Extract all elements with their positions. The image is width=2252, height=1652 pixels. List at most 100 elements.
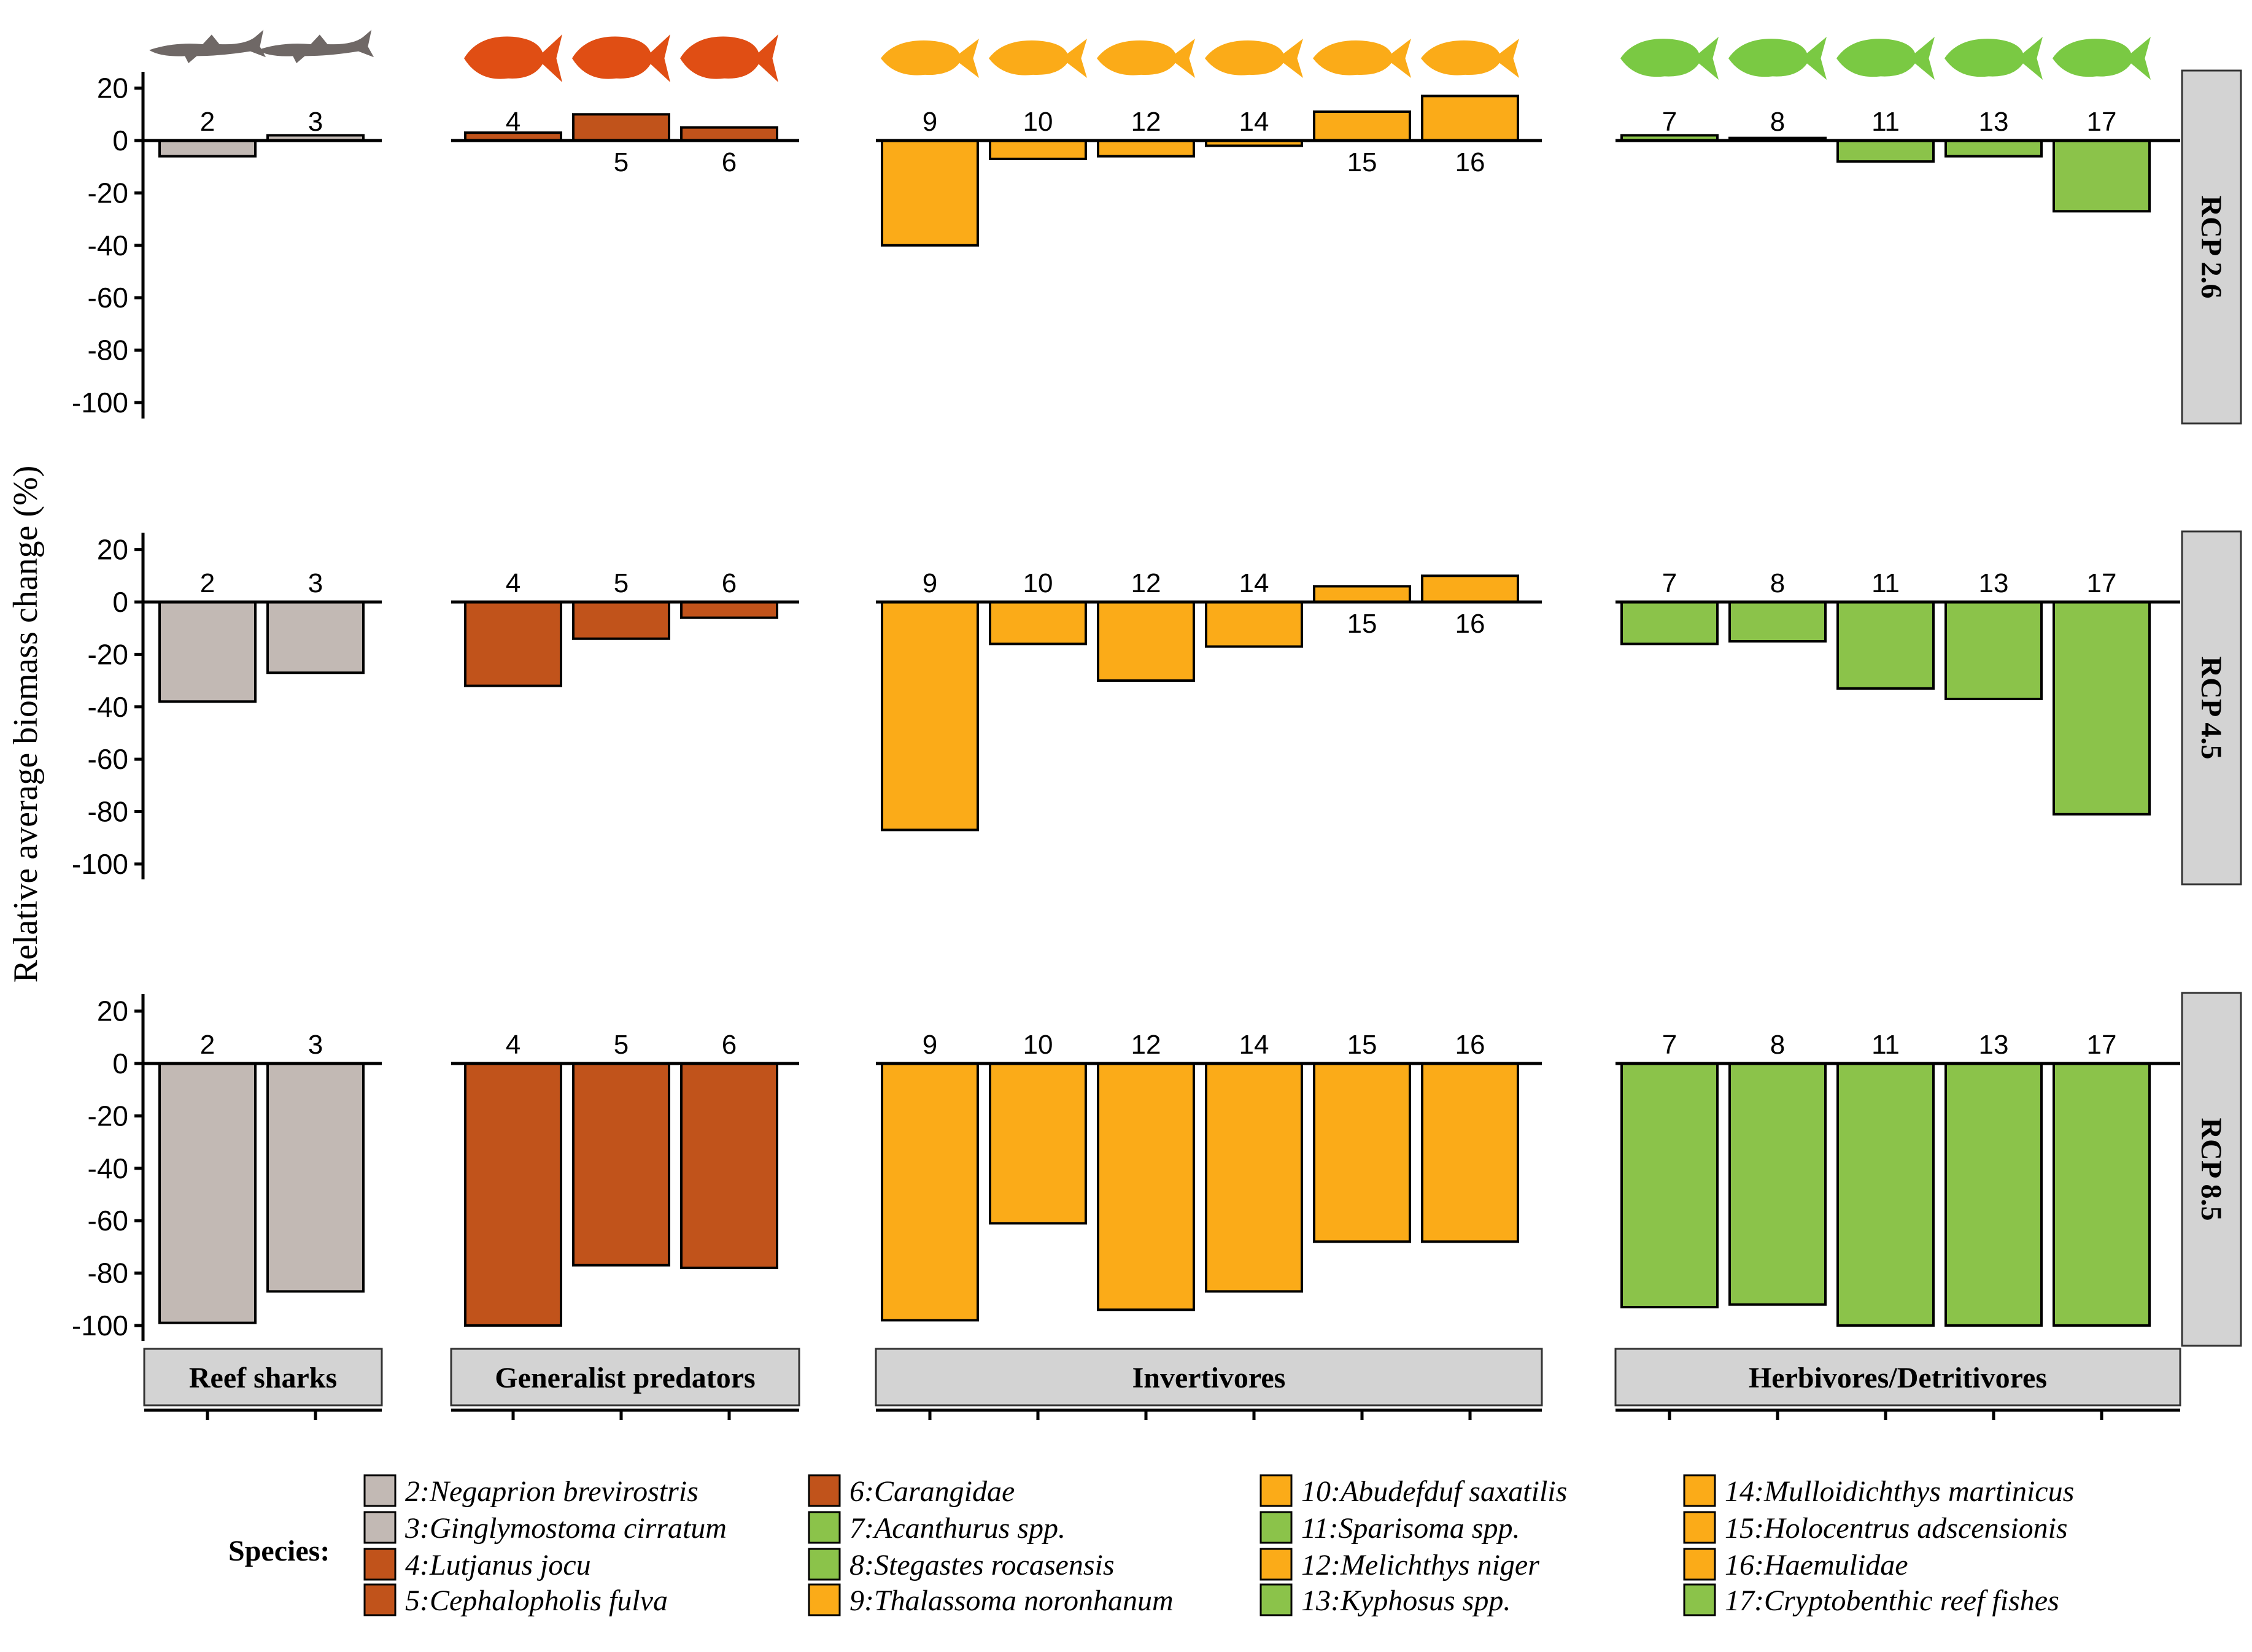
bar-label-species-7: 7 — [1662, 107, 1677, 137]
invertivore-fish-silhouette-icon — [1097, 39, 1195, 78]
legend-entry-label: 16:Haemulidae — [1725, 1549, 1908, 1581]
bar-species-16 — [1421, 1062, 1519, 1243]
bar-label-species-10: 10 — [1023, 1030, 1053, 1060]
y-tick-label: -40 — [88, 691, 128, 723]
bar-label-species-2: 2 — [200, 1030, 215, 1060]
legend-swatch — [1683, 1548, 1716, 1581]
shark-silhouette-icon — [149, 29, 266, 63]
legend-swatch — [808, 1511, 841, 1544]
bar-label-species-6: 6 — [722, 1030, 737, 1060]
facet-strip — [2181, 530, 2242, 886]
bar-label-species-5: 5 — [614, 147, 629, 177]
y-tick-label: -100 — [72, 1310, 128, 1341]
y-tick-label: -20 — [88, 177, 128, 209]
y-tick-label: -20 — [88, 1100, 128, 1132]
legend-entry-label: 8:Stegastes rocasensis — [849, 1549, 1115, 1581]
legend-entry-label: 2:Negaprion brevirostris — [405, 1475, 698, 1508]
bar-label-species-14: 14 — [1239, 107, 1269, 137]
y-tick-label: 20 — [97, 534, 128, 566]
bar-label-species-17: 17 — [2087, 107, 2117, 137]
bar-label-species-5: 5 — [614, 568, 629, 598]
group-strip-label: Reef sharks — [189, 1362, 337, 1394]
bar-label-species-11: 11 — [1871, 107, 1900, 137]
bar-label-species-11: 11 — [1871, 1030, 1900, 1060]
y-tick-label: -60 — [88, 1205, 128, 1237]
herbivore-fish-silhouette-icon — [1944, 37, 2043, 80]
y-tick-label: -80 — [88, 334, 128, 366]
bar-label-species-3: 3 — [308, 107, 323, 137]
bar-species-4 — [464, 601, 562, 687]
facet-strip — [2181, 69, 2242, 425]
legend-swatch — [1259, 1583, 1293, 1616]
bar-label-species-9: 9 — [923, 568, 937, 598]
y-tick-label: -80 — [88, 1257, 128, 1289]
bar-species-11 — [1836, 1062, 1935, 1327]
legend-entry-label: 6:Carangidae — [849, 1475, 1015, 1508]
herbivore-fish-silhouette-icon — [1836, 37, 1935, 80]
legend-swatch — [1259, 1511, 1293, 1544]
bar-label-species-4: 4 — [506, 568, 520, 598]
bar-species-17 — [2053, 601, 2151, 816]
bar-label-species-2: 2 — [200, 107, 215, 137]
bar-species-11 — [1836, 601, 1935, 690]
bar-species-7 — [1620, 601, 1719, 646]
group-strip-label: Herbivores/Detritivores — [1749, 1362, 2047, 1394]
bar-label-species-15: 15 — [1347, 1030, 1377, 1060]
bar-label-species-13: 13 — [1979, 1030, 2009, 1060]
bar-label-species-14: 14 — [1239, 1030, 1269, 1060]
legend-entry-label: 4:Lutjanus jocu — [405, 1549, 591, 1581]
legend-swatch — [363, 1474, 397, 1507]
legend: Species: 2:Negaprion brevirostris 3:Gingly… — [228, 1474, 2074, 1617]
legend-entry-label: 9:Thalassoma noronhanum — [849, 1584, 1174, 1617]
y-tick-label: 0 — [112, 125, 128, 156]
predator-fish-silhouette-icon — [464, 34, 562, 82]
bar-species-5 — [572, 601, 670, 640]
bar-label-species-15: 15 — [1347, 609, 1377, 639]
bar-species-11 — [1836, 139, 1935, 163]
bar-label-species-6: 6 — [722, 147, 737, 177]
shark-silhouette-icon — [257, 29, 374, 63]
bar-label-species-13: 13 — [1979, 568, 2009, 598]
group-strip-label: Generalist predators — [495, 1362, 755, 1394]
bar-species-5 — [572, 113, 670, 142]
facet-strip-label: RCP 4.5 — [2195, 657, 2227, 760]
predator-fish-silhouette-icon — [680, 34, 778, 82]
bar-species-17 — [2053, 1062, 2151, 1327]
y-tick-label: -20 — [88, 638, 128, 670]
bar-label-species-3: 3 — [308, 568, 323, 598]
bar-species-10 — [989, 1062, 1087, 1225]
legend-entry-label: 15:Holocentrus adscensionis — [1725, 1512, 2068, 1545]
bar-species-10 — [989, 601, 1087, 646]
y-tick-label: -40 — [88, 230, 128, 261]
bar-label-species-4: 4 — [506, 1030, 520, 1060]
bar-label-species-12: 12 — [1131, 1030, 1161, 1060]
bar-species-9 — [881, 139, 979, 247]
bar-label-species-13: 13 — [1979, 107, 2009, 137]
bar-label-species-4: 4 — [506, 107, 520, 137]
facet-strip-label: RCP 8.5 — [2195, 1118, 2227, 1221]
legend-swatch — [363, 1511, 397, 1544]
bar-label-species-6: 6 — [722, 568, 737, 598]
bar-species-2 — [158, 601, 257, 703]
bar-label-species-3: 3 — [308, 1030, 323, 1060]
bar-label-species-7: 7 — [1662, 1030, 1677, 1060]
legend-swatch — [363, 1548, 397, 1581]
bar-species-9 — [881, 601, 979, 832]
legend-swatch — [1683, 1511, 1716, 1544]
herbivore-fish-silhouette-icon — [1728, 37, 1827, 80]
bar-species-7 — [1620, 1062, 1719, 1309]
bar-species-10 — [989, 139, 1087, 160]
y-tick-label: 0 — [112, 1048, 128, 1079]
legend-swatch — [1683, 1583, 1716, 1616]
bar-label-species-11: 11 — [1871, 568, 1900, 598]
legend-swatch — [363, 1583, 397, 1616]
legend-entry-label: 10:Abudefduf saxatilis — [1301, 1475, 1567, 1508]
y-tick-label: 0 — [112, 586, 128, 618]
bar-species-8 — [1728, 601, 1827, 643]
bar-label-species-8: 8 — [1770, 1030, 1785, 1060]
y-tick-label: 20 — [97, 995, 128, 1027]
bar-species-6 — [680, 601, 778, 619]
bar-species-6 — [680, 126, 778, 142]
y-tick-label: -100 — [72, 848, 128, 880]
bar-label-species-9: 9 — [923, 107, 937, 137]
